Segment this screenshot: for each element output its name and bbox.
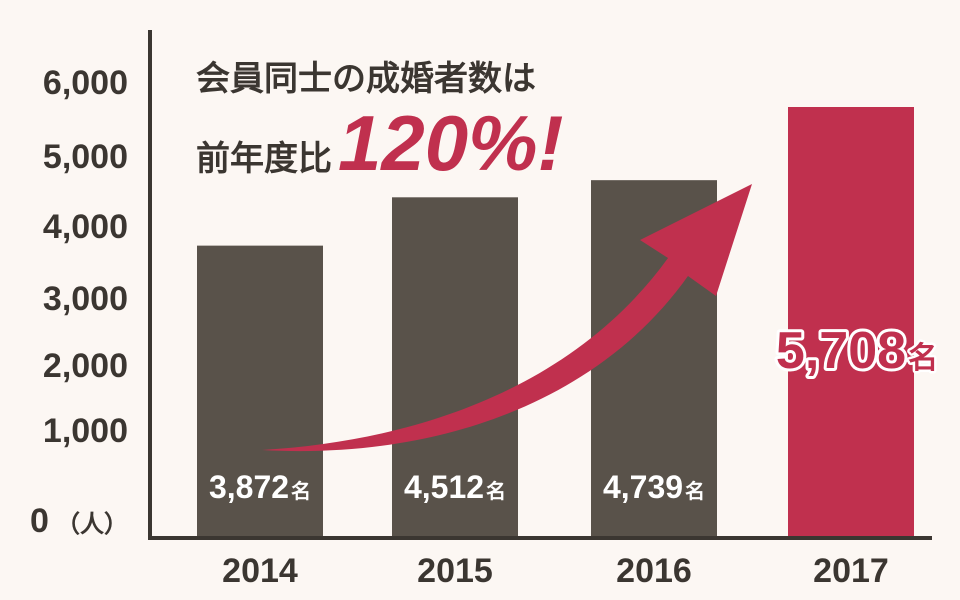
y-tick-0: 0: [30, 502, 49, 540]
y-tick-1000: 1,000: [43, 412, 128, 450]
header-line-2-prefix: 前年度比: [196, 139, 332, 179]
y-tick-2000: 2,000: [43, 347, 128, 385]
x-tick-2017: 2017: [813, 552, 889, 590]
y-tick-3000: 3,000: [43, 280, 128, 318]
value-label-2014: 3,872 名: [209, 469, 311, 505]
value-label-2017: 5,708名: [776, 322, 938, 380]
y-tick-4000: 4,000: [43, 208, 128, 246]
y-tick-5000: 5,000: [43, 138, 128, 176]
header-line-1: 会員同士の成婚者数は: [196, 59, 536, 99]
bar-2017: [788, 107, 914, 538]
growth-highlight: 120%!: [338, 99, 563, 187]
y-axis-unit: （人）: [56, 510, 128, 538]
value-label-2015: 4,512 名: [404, 469, 506, 505]
x-tick-2016: 2016: [616, 552, 692, 590]
header-line-2: 前年度比120%!: [196, 99, 563, 187]
growth-arrow-icon: [262, 184, 752, 452]
bar-2014: [197, 245, 323, 538]
x-tick-2015: 2015: [417, 552, 493, 590]
value-label-2016: 4,739 名: [603, 469, 705, 505]
bar-2015: [392, 197, 518, 539]
y-tick-6000: 6,000: [43, 64, 128, 102]
x-tick-2014: 2014: [222, 552, 298, 590]
